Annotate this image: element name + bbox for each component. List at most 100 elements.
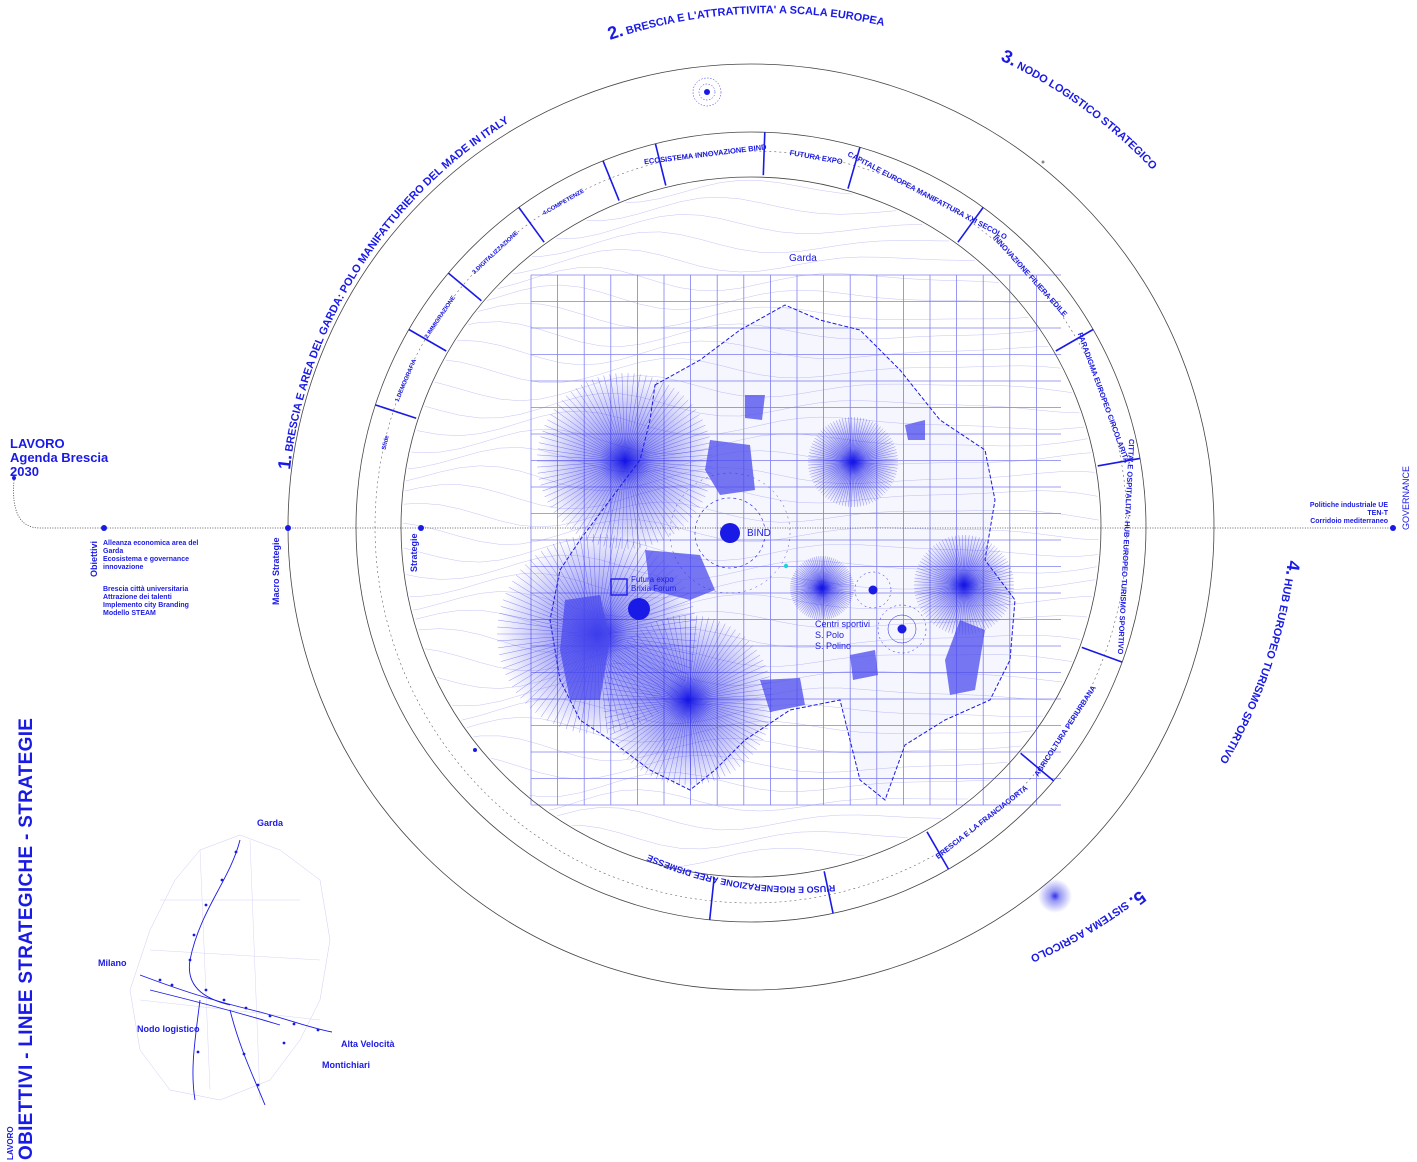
inset-station <box>188 958 192 962</box>
inset-station <box>158 978 162 982</box>
inset-station <box>192 933 196 937</box>
radial-burst <box>537 373 713 549</box>
inset-station <box>234 850 238 854</box>
inset-stations <box>158 850 320 1087</box>
sidebar-title-small: LAVORO <box>6 1126 15 1160</box>
map-label-futura-expo: Futura expo <box>631 575 674 584</box>
inset-label-alta-velocita: Alta Velocità <box>341 1039 395 1049</box>
strategy-label: PARADIGMA EUROPEO CIRCOLARITA' <box>1076 331 1132 466</box>
inset-station <box>170 983 174 987</box>
header-line-1: LAVORO <box>10 436 65 451</box>
strategy-label: 2.IMMIGRAZIONE <box>424 295 457 340</box>
inset-station <box>244 1006 248 1010</box>
inset-station <box>204 903 208 907</box>
axis-node-governance[interactable] <box>1390 525 1396 531</box>
sidebar-title: LAVORO OBIETTIVI - LINEE STRATEGICHE - S… <box>6 718 37 1160</box>
header-block: LAVORO Agenda Brescia 2030 <box>10 437 108 479</box>
inset-label-garda: Garda <box>257 818 284 828</box>
brixia-forum-marker[interactable] <box>628 598 650 620</box>
strategy-label: AGRICOLTURA PERIURBANA <box>1032 683 1098 778</box>
axis-node-macro[interactable] <box>285 525 291 531</box>
inset-station <box>256 1083 260 1087</box>
inner-ring <box>400 176 1102 878</box>
macro-strategy-1[interactable]: 1. BRESCIA E AREA DEL GARDA: POLO MANIFA… <box>274 114 511 470</box>
inset-label-nodo: Nodo logistico <box>137 1024 200 1034</box>
obiettivi-list: Alleanza economica area del Garda Ecosis… <box>103 540 198 618</box>
obiettivi-item: Alleanza economica area del <box>103 540 199 547</box>
cyan-point <box>783 563 789 569</box>
strategy-label: ECOSISTEMA INNOVAZIONE BIND <box>643 142 767 166</box>
sidebar-title-big: OBIETTIVI - LINEE STRATEGICHE - STRATEGI… <box>16 717 37 1160</box>
obiettivi-item: Ecosistema e governance <box>103 556 189 563</box>
map-label-garda: Garda <box>789 253 817 264</box>
obiettivi-item: Modello STEAM <box>103 610 156 617</box>
inset-rail-lines <box>139 839 333 1106</box>
strategy-label: 4.COMPETENZE <box>542 188 585 217</box>
inset-network-map <box>129 834 331 1101</box>
inset-station <box>292 1022 296 1026</box>
macro-strategy-3[interactable]: 3. NODO LOGISTICO STRATEGICO <box>998 46 1159 173</box>
strategy-label: 1.DEMOGRAFIA <box>395 358 419 403</box>
map-label-brixia-forum: Brixia Forum <box>631 584 677 593</box>
strategy-label: CITTA' E OSPITALITA': HUB EUROPEO TURISM… <box>1116 439 1136 655</box>
inset-station <box>196 1050 200 1054</box>
axis-label-obiettivi: Obiettivi <box>89 540 99 577</box>
axis-node-strategie[interactable] <box>418 525 424 531</box>
strategy-dividers <box>375 132 1141 920</box>
centri-sportivi-title: Centri sportivi <box>815 619 871 629</box>
axis-label-strategie: Strategie <box>409 533 419 572</box>
inset-label-montichiari: Montichiari <box>322 1060 371 1070</box>
obiettivi-item: Implemento city Branding <box>103 602 189 609</box>
inset-station <box>268 1014 272 1018</box>
strategy-label: 3.DIGITALIZZAZIONE <box>472 230 520 275</box>
inset-station <box>242 1052 246 1056</box>
urban-blocks <box>560 395 985 712</box>
macro-strategy-4[interactable]: 4. HUB EUROPEO TURISMO SPORTIVO <box>1217 559 1304 765</box>
small-ring-node <box>473 748 477 752</box>
agricultural-burst-icon <box>1038 879 1072 913</box>
axis-node-obiettivi[interactable] <box>101 525 107 531</box>
centri-sportivi-s-polo: S. Polo <box>815 630 845 640</box>
radial-burst <box>790 555 854 621</box>
strategy-riuso[interactable]: RIUSO E RIGENERAZIONE AREE DISMESSE <box>645 852 835 894</box>
obiettivi-item: Garda <box>103 548 124 555</box>
axis-label-macro: Macro Strategie <box>271 537 281 605</box>
header-line-3: 2030 <box>10 464 39 479</box>
centri-sportivi-s-polino: S. Polino <box>815 641 852 651</box>
obiettivi-item <box>103 572 198 586</box>
top-target-icon <box>692 77 722 107</box>
strategy-label: FUTURA EXPO <box>789 148 843 166</box>
governance-item: Politiche industriale UE <box>1309 502 1388 509</box>
axis-start-node <box>12 476 16 480</box>
radial-bursts <box>497 373 1014 785</box>
governance-item: TEN-T <box>1367 510 1388 517</box>
axis-line <box>13 479 1394 529</box>
inset-station <box>204 988 208 992</box>
strategy-label: BRESCIA E LA FRANCIACORTA <box>934 783 1030 861</box>
inset-station <box>282 1041 286 1045</box>
governance-list: Politiche industriale UE TEN-T Corridoio… <box>1300 502 1388 526</box>
inset-station <box>222 998 226 1002</box>
dotted-ring <box>374 150 1128 904</box>
radial-burst <box>808 416 898 508</box>
strategy-label: INNOVAZIONE FILIERA EDILE <box>991 233 1069 318</box>
inset-station <box>316 1028 320 1032</box>
sport-center-marker-1[interactable] <box>868 585 878 595</box>
bind-marker[interactable] <box>720 523 740 543</box>
sport-center-marker-2[interactable] <box>897 624 907 634</box>
middle-ring <box>355 131 1147 923</box>
radial-burst <box>914 534 1014 636</box>
map-label-bind: BIND <box>747 528 771 539</box>
axis-label-governance: GOVERNANCE <box>1401 465 1411 530</box>
futura-expo-marker[interactable] <box>610 578 628 596</box>
obiettivi-item: Attrazione dei talenti <box>103 594 172 601</box>
strategy-label: Sfide <box>382 434 391 450</box>
map-label-centri-sportivi: Centri sportivi S. Polo S. Polino <box>815 619 870 652</box>
header-line-2: Agenda Brescia <box>10 450 109 465</box>
inset-label-milano: Milano <box>98 958 127 968</box>
obiettivi-item: innovazione <box>103 564 144 571</box>
governance-item: Corridoio mediterraneo <box>1310 518 1388 525</box>
macro-strategy-2[interactable]: 2. BRESCIA E L'ATTRATTIVITA' A SCALA EUR… <box>605 4 886 44</box>
obiettivi-item: Brescia città universitaria <box>103 586 189 593</box>
